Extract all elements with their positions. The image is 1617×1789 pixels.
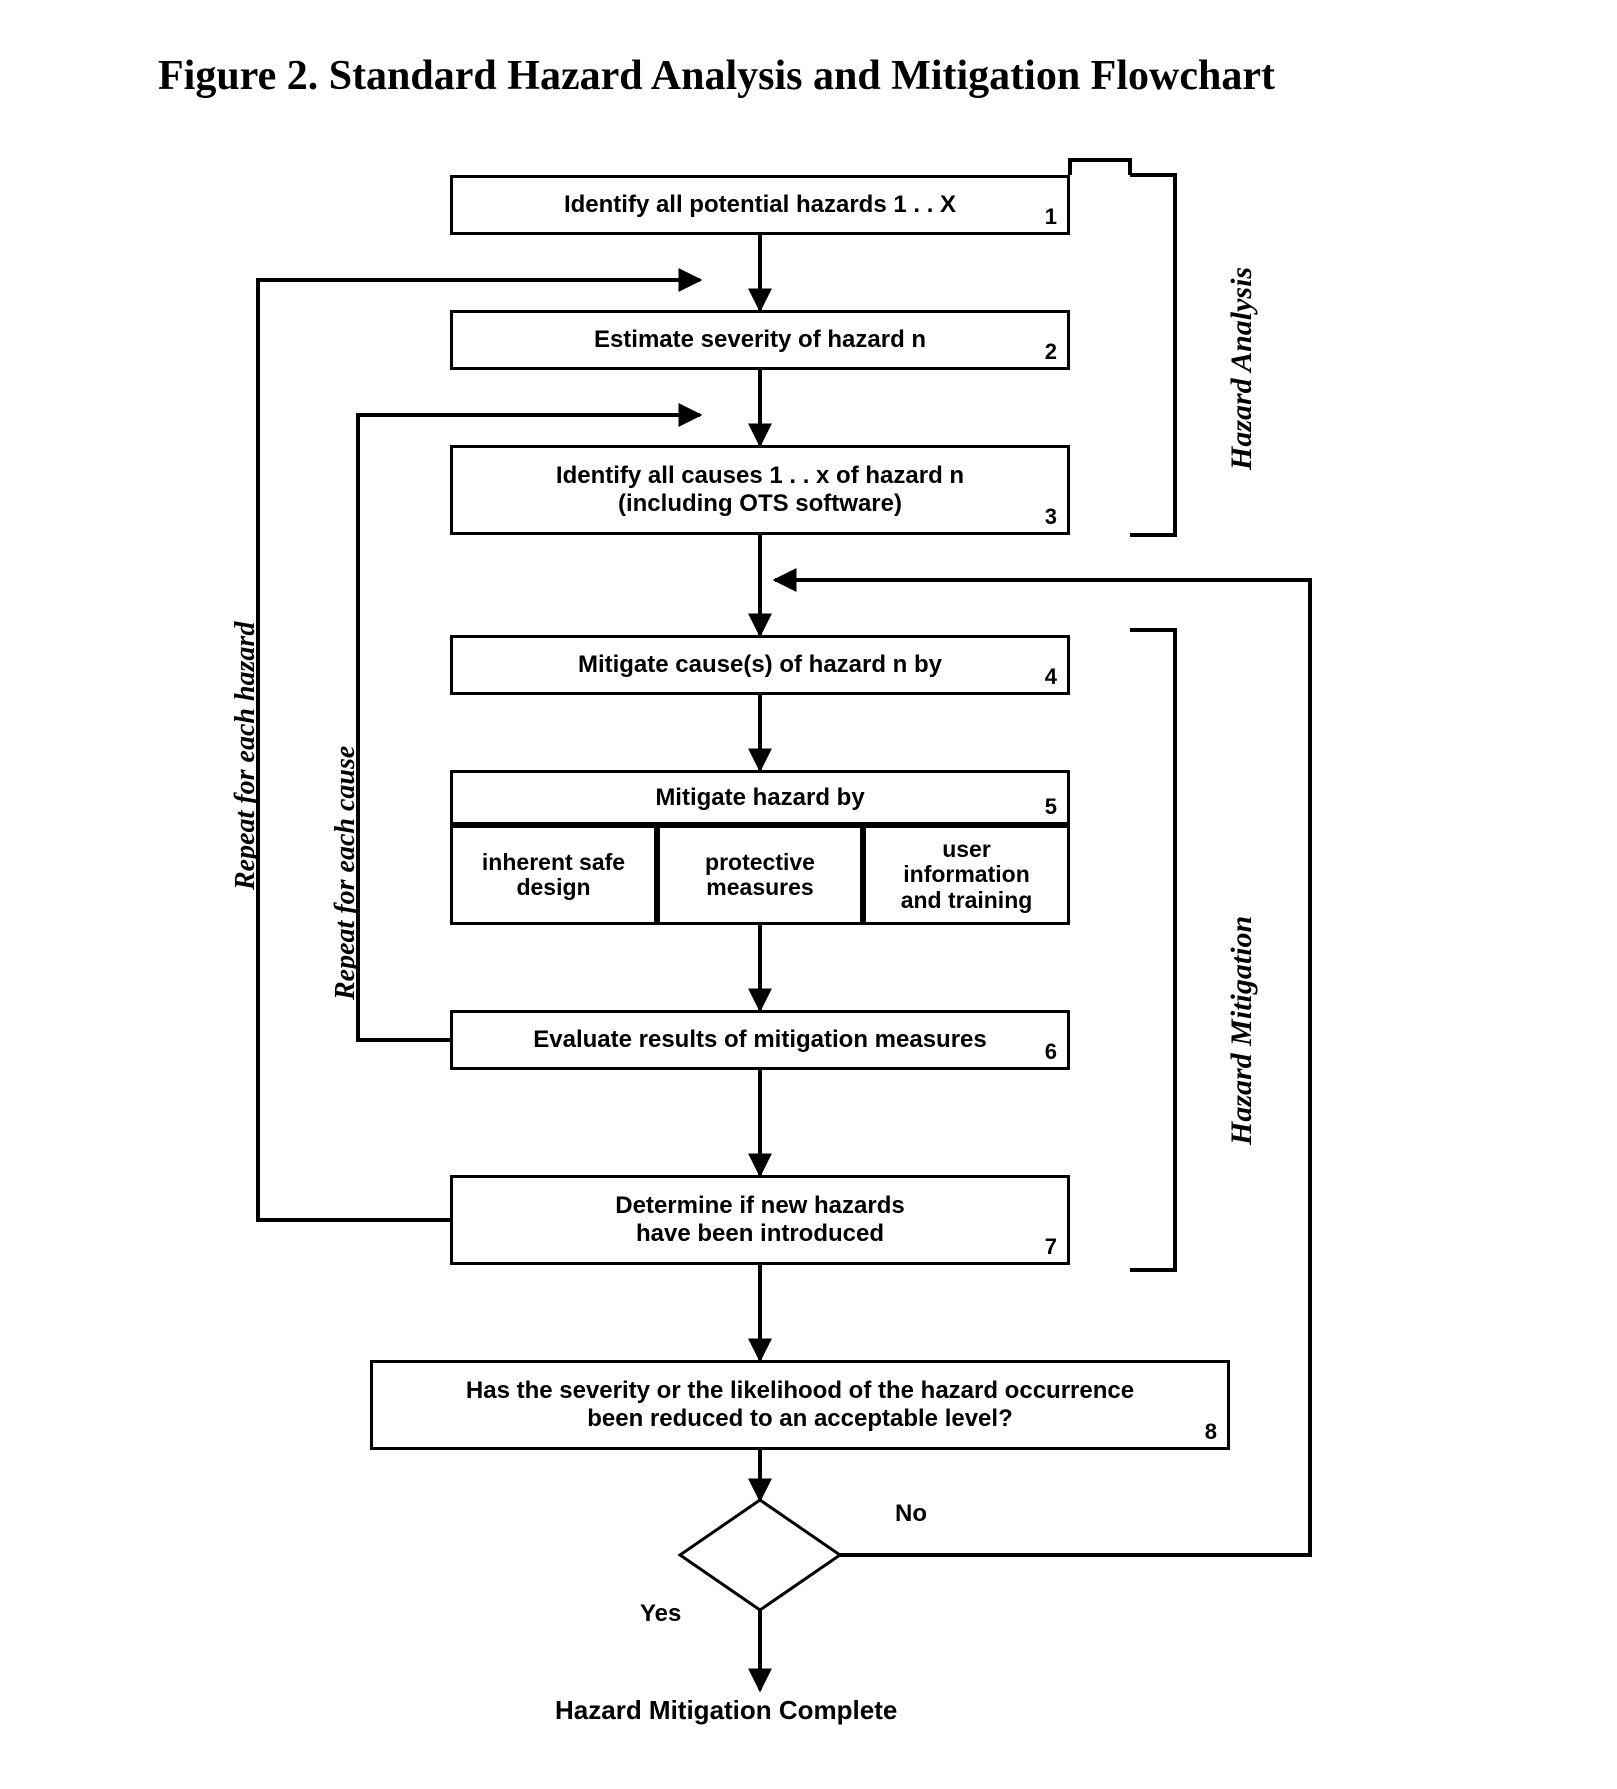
decision-diamond — [680, 1500, 840, 1610]
node-label: Has the severity or the likelihood of th… — [466, 1377, 1134, 1405]
node-number: 5 — [1045, 794, 1057, 820]
mitigation-option-label: protective — [705, 850, 815, 875]
node-number: 8 — [1205, 1419, 1217, 1445]
mitigation-option-label: measures — [706, 875, 813, 900]
node-n7: Determine if new hazardshave been introd… — [450, 1175, 1070, 1265]
label-lbl-no: No — [895, 1500, 927, 1528]
node-number: 6 — [1045, 1039, 1057, 1065]
mitigation-option-label: user — [942, 837, 991, 862]
node-number: 1 — [1045, 204, 1057, 230]
label-lbl-yes: Yes — [640, 1600, 681, 1628]
mitigation-options-row: inherent safedesignprotectivemeasuresuse… — [450, 825, 1070, 925]
vlabel-vl-mitigation: Hazard Mitigation — [1225, 916, 1259, 1145]
node-label: have been introduced — [636, 1220, 884, 1248]
node-label: Mitigate cause(s) of hazard n by — [578, 651, 942, 679]
mitigation-option-label: and training — [901, 888, 1033, 913]
label-lbl-complete: Hazard Mitigation Complete — [555, 1695, 897, 1726]
vlabel-vl-repeat-hazard: Repeat for each hazard — [230, 622, 262, 890]
mitigation-option-s2: protectivemeasures — [657, 825, 863, 925]
node-label: Evaluate results of mitigation measures — [533, 1026, 986, 1054]
node-label: Identify all potential hazards 1 . . X — [564, 191, 956, 219]
node-label: Identify all causes 1 . . x of hazard n — [556, 462, 964, 490]
mitigation-option-label: information — [903, 862, 1030, 887]
mitigation-option-label: inherent safe — [482, 850, 625, 875]
node-n1: Identify all potential hazards 1 . . X 1 — [450, 175, 1070, 235]
node-n4: Mitigate cause(s) of hazard n by 4 — [450, 635, 1070, 695]
vlabel-vl-repeat-cause: Repeat for each cause — [330, 746, 362, 1000]
node-n5: Mitigate hazard by 5 — [450, 770, 1070, 825]
node-n3: Identify all causes 1 . . x of hazard n(… — [450, 445, 1070, 535]
node-number: 2 — [1045, 339, 1057, 365]
node-label: (including OTS software) — [618, 490, 902, 518]
node-number: 3 — [1045, 504, 1057, 530]
node-n2: Estimate severity of hazard n 2 — [450, 310, 1070, 370]
mitigation-option-s1: inherent safedesign — [450, 825, 657, 925]
node-number: 4 — [1045, 664, 1057, 690]
node-label: Determine if new hazards — [615, 1192, 904, 1220]
mitigation-option-label: design — [516, 875, 590, 900]
node-n6: Evaluate results of mitigation measures 6 — [450, 1010, 1070, 1070]
node-label: Mitigate hazard by — [655, 784, 864, 812]
node-label: been reduced to an acceptable level? — [587, 1405, 1012, 1433]
node-n8: Has the severity or the likelihood of th… — [370, 1360, 1230, 1450]
mitigation-option-s3: userinformationand training — [863, 825, 1070, 925]
node-label: Estimate severity of hazard n — [594, 326, 926, 354]
vlabel-vl-analysis: Hazard Analysis — [1225, 267, 1259, 470]
node-number: 7 — [1045, 1234, 1057, 1260]
page-root: Figure 2. Standard Hazard Analysis and M… — [0, 0, 1617, 1789]
